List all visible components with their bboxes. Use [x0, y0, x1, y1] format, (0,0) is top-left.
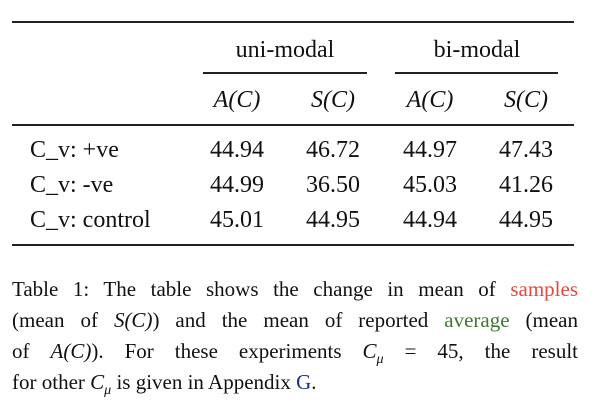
- caption-text: is given in Appendix: [111, 370, 297, 394]
- column-header: S(C): [311, 87, 355, 113]
- bottom-rule: [12, 244, 574, 246]
- caption-math: C: [90, 370, 105, 394]
- table-cell: 44.94: [403, 207, 457, 233]
- mid-rule: [12, 124, 574, 126]
- table-cell: 47.43: [499, 137, 553, 163]
- caption-text: for other: [12, 370, 91, 394]
- table-cell: 44.95: [306, 207, 360, 233]
- group-header: uni-modal: [235, 37, 335, 63]
- caption-text: = 45, the result: [383, 339, 578, 363]
- row-label: C_v: +ve: [30, 137, 119, 163]
- caption-line: (mean of S(C)) and the mean of reported …: [12, 305, 578, 335]
- caption-line: of A(C)). For these experiments Cμ = 45,…: [12, 336, 578, 375]
- caption-math: μ: [376, 352, 384, 368]
- caption-link: average: [444, 308, 510, 332]
- row-label: C_v: -ve: [30, 172, 114, 198]
- caption-link: G: [296, 370, 312, 394]
- table-cell: 44.94: [210, 137, 264, 163]
- caption-line: Table 1: The table shows the change in m…: [12, 274, 578, 304]
- caption-text: ) and the mean of reported: [152, 308, 445, 332]
- group-rule: [203, 72, 367, 74]
- caption-math: S(C): [113, 308, 153, 332]
- caption-text: Table 1: The table shows the change in m…: [12, 277, 511, 301]
- table-cell: 44.97: [403, 137, 457, 163]
- column-header: S(C): [504, 87, 548, 113]
- column-header: A(C): [213, 87, 261, 113]
- caption-text: of: [12, 339, 51, 363]
- group-header: bi-modal: [433, 37, 521, 63]
- caption-link: samples: [510, 277, 578, 301]
- caption-line: for other Cμ is given in Appendix G.: [12, 367, 578, 406]
- group-rule: [395, 72, 558, 74]
- caption-text: (mean: [509, 308, 578, 332]
- caption-text: ). For these experiments: [91, 339, 363, 363]
- table-cell: 45.01: [210, 207, 264, 233]
- row-label: C_v: control: [30, 207, 151, 233]
- caption-math: μ: [104, 383, 112, 399]
- column-header: A(C): [406, 87, 454, 113]
- table-cell: 41.26: [499, 172, 553, 198]
- caption-math: A(C): [50, 339, 92, 363]
- caption-math: C: [362, 339, 377, 363]
- table-cell: 36.50: [306, 172, 360, 198]
- caption-text: (mean of: [12, 308, 114, 332]
- table-cell: 46.72: [306, 137, 360, 163]
- top-rule: [12, 21, 574, 23]
- table-cell: 44.95: [499, 207, 553, 233]
- table-cell: 44.99: [210, 172, 264, 198]
- table-cell: 45.03: [403, 172, 457, 198]
- caption-text: .: [311, 370, 317, 394]
